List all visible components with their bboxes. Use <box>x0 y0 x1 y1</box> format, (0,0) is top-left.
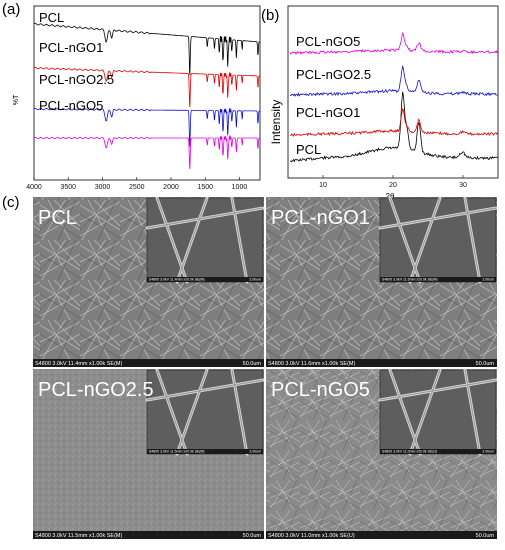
xrd-x-tick-label: 10 <box>319 182 327 189</box>
sem-inset-caption-bar <box>147 277 263 282</box>
sem-panel: S4800 3.0kV 11.6mm x1.00k SE(M) 50.0um S48… <box>266 196 498 367</box>
ftir-x-tick-label: 1000 <box>232 184 248 191</box>
xrd-legend-entry: PCL-nGO5 <box>296 34 360 49</box>
sem-inset-caption: S4800 3.0kV 11.4mm x20.0k SE(M) <box>149 278 205 282</box>
ftir-series-line <box>33 107 260 147</box>
sem-title: PCL-nGO1 <box>271 207 370 229</box>
ftir-x-tick-label: 3000 <box>95 184 111 191</box>
xrd-legend-entry: PCL-nGO2.5 <box>296 67 371 82</box>
sem-inset-caption-bar <box>380 449 496 454</box>
ftir-chart: %T 4000 3500 3000 2500 2000 1500 1000 PCL PCL-n… <box>13 5 261 191</box>
ftir-x-tick-label: 2000 <box>163 184 179 191</box>
ftir-x-tick-label: 3500 <box>60 184 76 191</box>
sem-caption: S4800 3.0kV 11.5mm x1.00k SE(M) <box>35 533 122 539</box>
sem-inset-caption: S4800 3.0kV 11.6mm x20.0k SE(M) <box>382 278 438 282</box>
xrd-chart: Intensity 2θ 10 20 30 PCL PCL-nGO1 PCL-nGO2.… <box>269 5 499 201</box>
xrd-legend-entry: PCL <box>296 142 321 157</box>
sem-inset-fiber-core <box>146 369 264 455</box>
sem-inset-scale: 2.00um <box>482 278 494 282</box>
sem-caption: S4800 3.0kV 11.0mm x1.00k SE(U) <box>268 533 355 539</box>
xrd-xlabel: 2θ <box>386 192 395 201</box>
sem-inset-scale: 2.00um <box>249 450 261 454</box>
sem-scale: 50.0um <box>243 361 262 367</box>
sem-inset-fiber-core <box>379 197 497 283</box>
ftir-series-line <box>33 134 260 169</box>
xrd-ylabel: Intensity <box>269 100 283 145</box>
panel-label-c: (c) <box>2 194 20 211</box>
sem-caption-bar <box>266 359 497 367</box>
sem-title: PCL <box>38 207 77 229</box>
sem-inset-scale: 2.00um <box>249 278 261 282</box>
sem-scale: 50.0um <box>476 533 495 539</box>
sem-caption-bar <box>266 531 497 539</box>
sem-title: PCL-nGO2.5 <box>38 379 154 401</box>
sem-inset-caption-bar <box>147 449 263 454</box>
sem-inset-caption-bar <box>380 277 496 282</box>
xrd-legend-entry: PCL-nGO1 <box>296 105 360 120</box>
ftir-series-line <box>33 67 260 108</box>
sem-caption: S4800 3.0kV 11.4mm x1.00k SE(M) <box>35 361 122 367</box>
sem-inset-fiber-core <box>146 197 264 283</box>
xrd-series-line <box>289 64 498 97</box>
ftir-legend-entry: PCL-nGO5 <box>39 98 103 113</box>
panel-label-a: (a) <box>2 1 20 18</box>
ftir-frame <box>33 5 261 181</box>
ftir-legend-entry: PCL-nGO1 <box>39 40 103 55</box>
panel-label-b: (b) <box>261 7 279 24</box>
sem-caption: S4800 3.0kV 11.6mm x1.00k SE(M) <box>268 361 355 367</box>
ftir-x-tick-label: 1500 <box>197 184 213 191</box>
sem-inset-scale: 2.00um <box>482 450 494 454</box>
sem-title: PCL-nGO5 <box>271 379 370 401</box>
sem-caption-bar <box>33 359 264 367</box>
ftir-legend-entry: PCL-nGO2.5 <box>39 72 114 87</box>
sem-panel: S4800 3.0kV 11.0mm x1.00k SE(U) 50.0um S48… <box>266 368 498 539</box>
ftir-legend-entry: PCL <box>39 10 64 25</box>
ftir-ylabel: %T <box>13 94 20 105</box>
xrd-series-line <box>289 91 498 163</box>
sem-inset-fiber-core <box>379 369 497 455</box>
sem-panel: S4800 3.0kV 11.5mm x1.00k SE(M) 50.0um S48… <box>33 368 265 539</box>
ftir-x-tick-label: 4000 <box>26 184 42 191</box>
ftir-x-tick-label: 2500 <box>129 184 145 191</box>
sem-caption-bar <box>33 531 264 539</box>
xrd-x-tick-label: 30 <box>459 182 467 189</box>
sem-panel: S4800 3.0kV 11.4mm x1.00k SE(M) 50.0um S48… <box>33 196 265 367</box>
xrd-series-line <box>290 108 498 137</box>
ftir-series-line <box>33 23 260 76</box>
sem-scale: 50.0um <box>476 361 495 367</box>
sem-scale: 50.0um <box>243 533 262 539</box>
xrd-x-tick-label: 20 <box>389 182 397 189</box>
xrd-series-line <box>289 31 498 56</box>
sem-inset-caption: S4800 3.0kV 11.0mm x20.0k SE(U) <box>382 450 437 454</box>
sem-inset-caption: S4800 3.0kV 11.5mm x20.0k SE(M) <box>149 450 205 454</box>
